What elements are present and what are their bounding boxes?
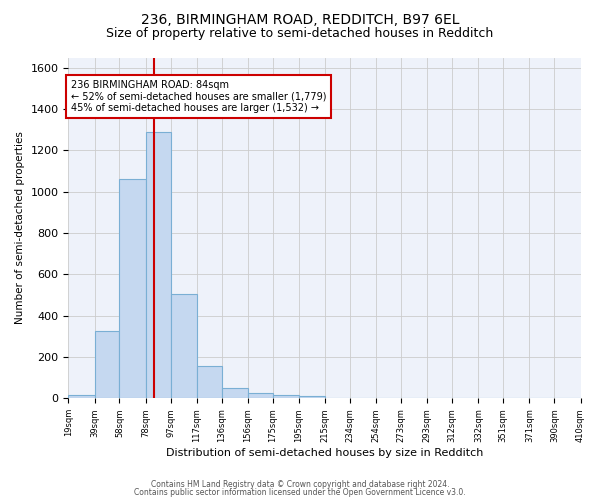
Bar: [146, 132, 170, 398]
Bar: [273, 395, 299, 398]
Bar: [119, 180, 146, 398]
X-axis label: Distribution of semi-detached houses by size in Redditch: Distribution of semi-detached houses by …: [166, 448, 483, 458]
Text: Size of property relative to semi-detached houses in Redditch: Size of property relative to semi-detach…: [106, 28, 494, 40]
Y-axis label: Number of semi-detached properties: Number of semi-detached properties: [15, 132, 25, 324]
Bar: [248, 393, 273, 398]
Text: 236 BIRMINGHAM ROAD: 84sqm
← 52% of semi-detached houses are smaller (1,779)
45%: 236 BIRMINGHAM ROAD: 84sqm ← 52% of semi…: [71, 80, 326, 114]
Bar: [221, 388, 248, 398]
Text: Contains public sector information licensed under the Open Government Licence v3: Contains public sector information licen…: [134, 488, 466, 497]
Bar: [170, 294, 197, 399]
Bar: [95, 331, 119, 398]
Bar: [197, 366, 221, 398]
Bar: [299, 396, 325, 398]
Bar: [68, 395, 95, 398]
Text: Contains HM Land Registry data © Crown copyright and database right 2024.: Contains HM Land Registry data © Crown c…: [151, 480, 449, 489]
Text: 236, BIRMINGHAM ROAD, REDDITCH, B97 6EL: 236, BIRMINGHAM ROAD, REDDITCH, B97 6EL: [141, 12, 459, 26]
